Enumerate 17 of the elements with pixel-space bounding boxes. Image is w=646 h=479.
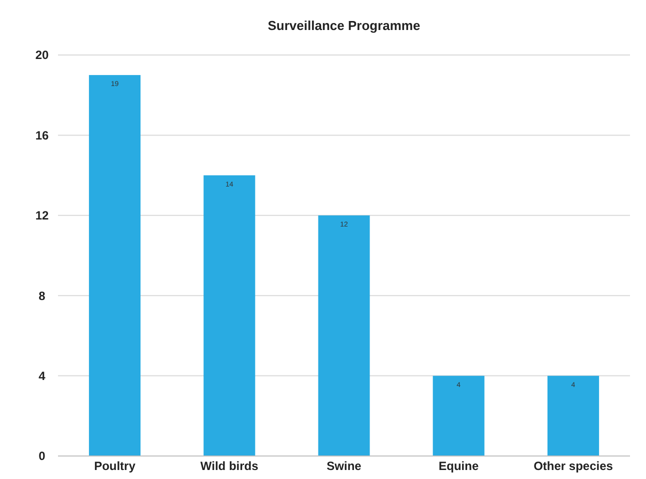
x-tick-label: Equine [438,459,479,473]
y-tick-label: 16 [35,128,49,142]
bar [204,175,256,456]
bar [318,215,370,456]
x-tick-label: Wild birds [200,459,259,473]
chart-title: Surveillance Programme [268,18,420,33]
bar [432,376,484,456]
y-tick-label: 8 [38,288,46,303]
bar [88,75,141,456]
x-tick-label: Poultry [94,459,136,473]
y-tick-label: 12 [35,208,49,223]
y-tick-label: 4 [38,369,46,383]
bar [547,376,600,456]
y-tick-label: 20 [35,48,49,62]
x-tick-label: Swine [326,459,362,473]
y-tick-label: 0 [38,449,46,464]
x-tick-label: Other species [534,459,614,473]
